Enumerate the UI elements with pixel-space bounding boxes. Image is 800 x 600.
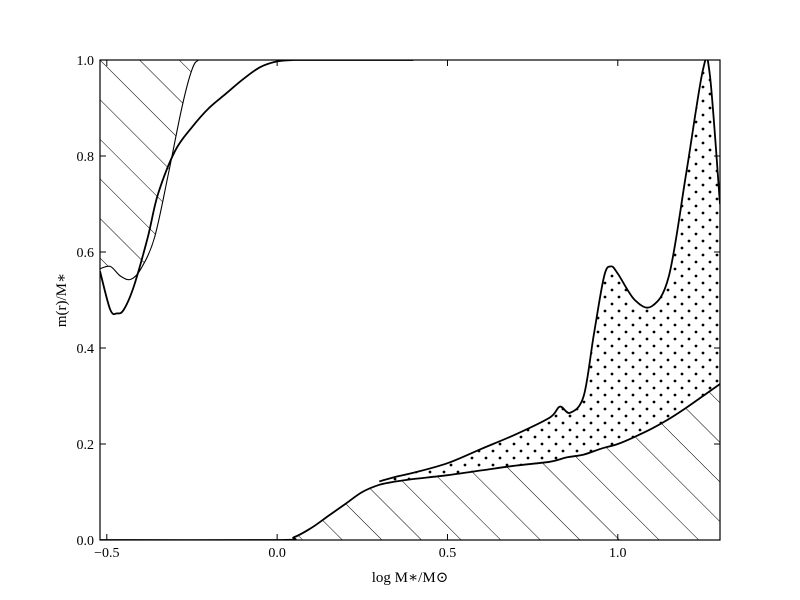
y-tick-label: 0.4 — [77, 342, 95, 357]
x-tick-label: 1.0 — [609, 546, 627, 561]
y-tick-label: 0.8 — [77, 150, 95, 165]
x-tick-label: −0.5 — [94, 546, 119, 561]
upper-curve — [379, 60, 720, 483]
curves — [100, 60, 720, 540]
inner-thin-curve — [100, 60, 261, 281]
plot-frame — [99, 59, 721, 541]
dotted-region — [379, 60, 720, 485]
y-axis-label: m(r)/M∗ — [54, 273, 70, 327]
y-tick-label: 0.6 — [77, 246, 95, 261]
y-tick-label: 1.0 — [77, 54, 95, 69]
outer-bold-curve — [100, 60, 414, 316]
lower-curve — [100, 383, 720, 540]
y-axis-ticks: 0.0 0.2 0.4 0.6 0.8 1.0 — [77, 54, 720, 549]
x-axis-label: log M∗/M⊙ — [372, 570, 449, 586]
x-tick-label: 0.0 — [268, 546, 286, 561]
upper-left-hatched-region — [100, 60, 261, 280]
x-tick-label: 0.5 — [439, 546, 457, 561]
region-fills — [100, 60, 720, 540]
y-tick-label: 0.2 — [77, 438, 95, 453]
x-axis-ticks: −0.5 0.0 0.5 1.0 — [94, 60, 627, 561]
y-tick-label: 0.0 — [77, 534, 95, 549]
lower-hatched-region — [100, 384, 720, 540]
